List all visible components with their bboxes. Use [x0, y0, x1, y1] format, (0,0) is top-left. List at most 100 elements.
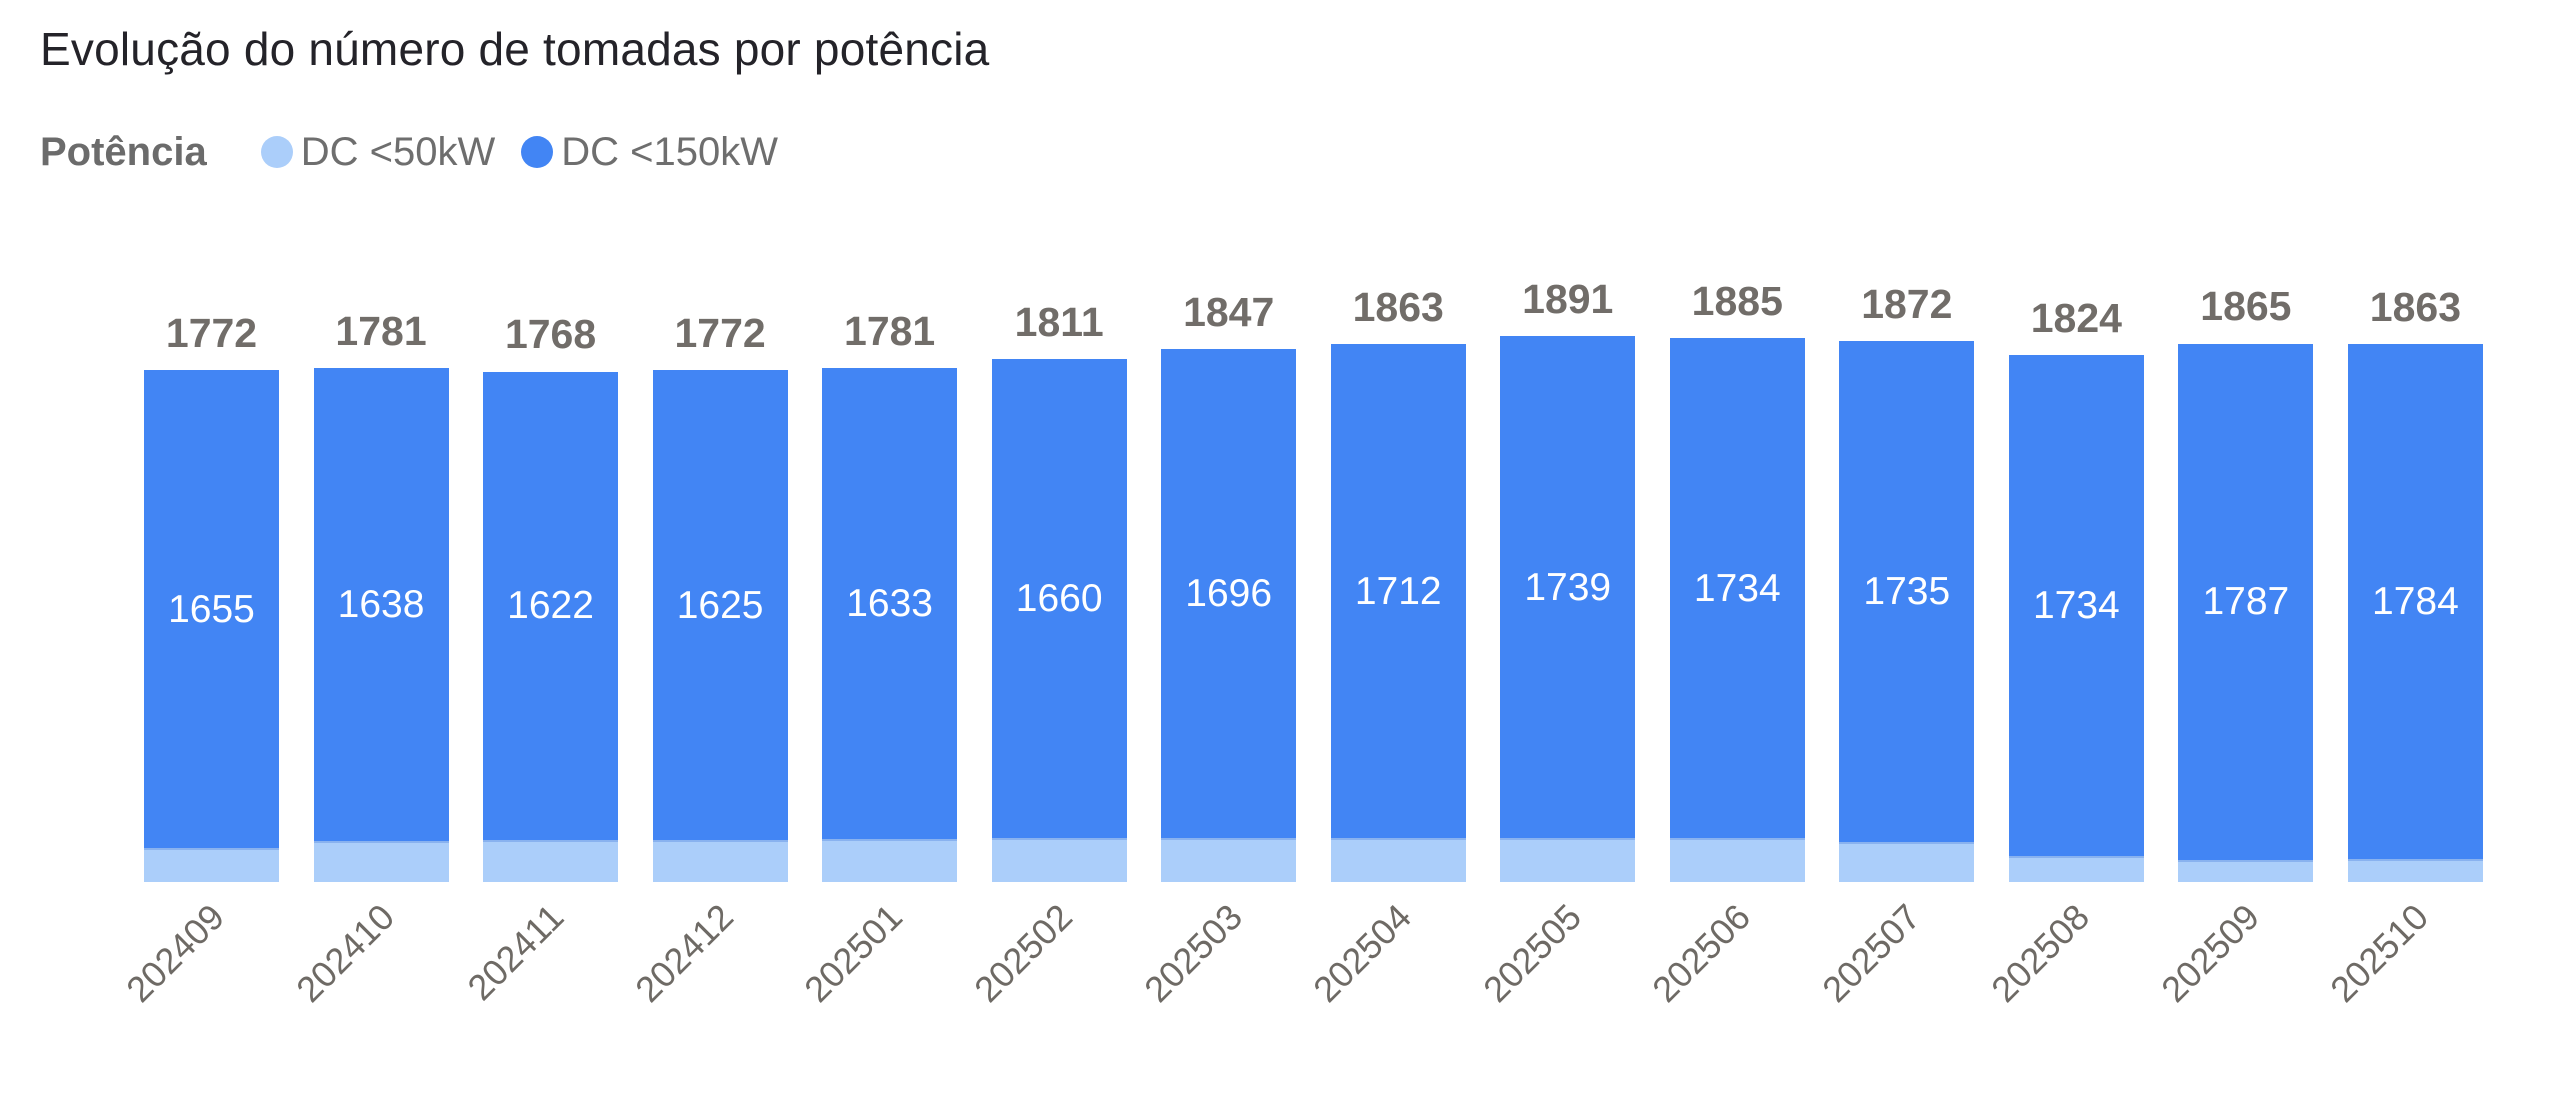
- segment-dc-50kw[interactable]: [2347, 859, 2483, 882]
- legend-item-label: DC <50kW: [300, 129, 496, 174]
- x-axis-tick-label: 202409: [118, 896, 233, 1010]
- segment-dc-150kw[interactable]: 1734: [1669, 337, 1805, 839]
- bar-inner-value-label: 1735: [1863, 570, 1951, 614]
- segment-dc-50kw[interactable]: [483, 839, 619, 882]
- bar-stack: 1712: [1330, 344, 1466, 882]
- x-axis-tick-label: 202506: [1644, 896, 1759, 1010]
- x-axis-tick-label: 202503: [1135, 896, 1250, 1010]
- segment-dc-150kw[interactable]: 1784: [2347, 344, 2483, 860]
- legend-title: Potência: [40, 129, 207, 174]
- bar-total-label: 1768: [504, 311, 597, 358]
- bar-total-label: 1863: [2369, 284, 2462, 331]
- segment-dc-50kw[interactable]: [1330, 838, 1466, 882]
- x-axis-tick-label: 202510: [2322, 896, 2437, 1010]
- bar-inner-value-label: 1696: [1185, 572, 1273, 616]
- bar-total-label: 1863: [1352, 284, 1444, 331]
- x-axis-tick-label: 202502: [966, 896, 1081, 1010]
- bar-202508[interactable]: 1824 1734 202508: [1983, 296, 2144, 1010]
- bar-inner-value-label: 1734: [1693, 566, 1781, 610]
- bar-stack: 1784: [2347, 344, 2483, 882]
- x-axis-tick-label: 202507: [1813, 896, 1928, 1010]
- bar-inner-value-label: 1787: [2202, 580, 2290, 623]
- bar-stack: 1696: [1161, 348, 1297, 882]
- bar-inner-value-label: 1734: [2032, 584, 2120, 628]
- bar-total-label: 1872: [1861, 281, 1953, 328]
- segment-dc-50kw[interactable]: [1500, 838, 1636, 882]
- segment-dc-150kw[interactable]: 1739: [1500, 336, 1636, 839]
- segment-dc-50kw[interactable]: [1839, 842, 1975, 882]
- bar-inner-value-label: 1784: [2372, 580, 2459, 624]
- bar-202506[interactable]: 1885 1734 202506: [1644, 278, 1805, 1010]
- segment-dc-150kw[interactable]: 1638: [313, 367, 449, 841]
- legend-item-label: DC <150kW: [561, 129, 778, 174]
- bar-total-label: 1885: [1691, 277, 1783, 324]
- bar-total-label: 1891: [1522, 275, 1614, 322]
- segment-dc-150kw[interactable]: 1625: [652, 370, 788, 840]
- bar-total-label: 1781: [335, 307, 427, 354]
- bar-stack: 1734: [1669, 337, 1805, 882]
- x-axis-tick-label: 202504: [1305, 896, 1420, 1010]
- bar-inner-value-label: 1739: [1524, 565, 1612, 609]
- bar-202409[interactable]: 1772 1655 202409: [119, 311, 279, 1010]
- bar-total-label: 1772: [674, 310, 766, 357]
- x-axis-tick-label: 202509: [2152, 896, 2267, 1010]
- legend-item-dc-50kw[interactable]: DC <50kW: [260, 129, 496, 175]
- bar-202507[interactable]: 1872 1735 202507: [1814, 282, 1975, 1010]
- legend-swatch-icon: [260, 136, 293, 168]
- bar-inner-value-label: 1712: [1354, 569, 1442, 613]
- bar-202509[interactable]: 1865 1787 202509: [2153, 284, 2314, 1010]
- x-axis-tick-label: 202505: [1474, 896, 1589, 1010]
- bar-stack: 1625: [652, 370, 788, 882]
- bar-stack: 1734: [2008, 355, 2144, 882]
- segment-dc-50kw[interactable]: [1669, 838, 1805, 882]
- bar-total-label: 1847: [1183, 288, 1275, 335]
- segment-dc-150kw[interactable]: 1655: [144, 370, 279, 849]
- bar-202505[interactable]: 1891 1739 202505: [1475, 276, 1636, 1010]
- bar-202510[interactable]: 1863 1784 202510: [2322, 284, 2483, 1010]
- bar-202502[interactable]: 1811 1660 202502: [966, 299, 1127, 1010]
- segment-dc-50kw[interactable]: [822, 839, 958, 882]
- segment-dc-150kw[interactable]: 1735: [1839, 341, 1975, 843]
- bar-stack: 1735: [1839, 341, 1975, 882]
- x-axis-tick-label: 202412: [627, 896, 742, 1010]
- bar-inner-value-label: 1655: [168, 587, 255, 631]
- bar-stack: 1638: [313, 367, 449, 882]
- segment-dc-50kw[interactable]: [313, 840, 449, 882]
- bar-202501[interactable]: 1781 1633 202501: [797, 308, 958, 1010]
- segment-dc-50kw[interactable]: [144, 848, 279, 882]
- segment-dc-150kw[interactable]: 1712: [1330, 344, 1466, 839]
- bar-stack: 1655: [144, 370, 279, 882]
- x-axis-tick-label: 202501: [796, 896, 911, 1010]
- bar-stack: 1739: [1500, 336, 1636, 882]
- bar-stack: 1660: [991, 359, 1127, 882]
- segment-dc-150kw[interactable]: 1660: [991, 359, 1127, 839]
- bar-total-label: 1772: [165, 310, 258, 357]
- bar-inner-value-label: 1660: [1015, 577, 1103, 621]
- segment-dc-50kw[interactable]: [2178, 859, 2314, 882]
- legend: Potência DC <50kW DC <150kW: [40, 126, 778, 178]
- bar-inner-value-label: 1638: [337, 582, 425, 626]
- segment-dc-50kw[interactable]: [1161, 838, 1297, 882]
- legend-swatch-icon: [521, 136, 554, 168]
- segment-dc-50kw[interactable]: [991, 838, 1127, 882]
- segment-dc-50kw[interactable]: [652, 839, 788, 882]
- bar-plot-area: 1772 1655 202409 1781 1638 202410 1768 1622 2024…: [119, 276, 2483, 1010]
- segment-dc-50kw[interactable]: [2008, 856, 2144, 882]
- bar-202503[interactable]: 1847 1696 202503: [1136, 289, 1297, 1010]
- legend-item-dc-150kw[interactable]: DC <150kW: [521, 130, 778, 175]
- bar-202412[interactable]: 1772 1625 202412: [627, 311, 788, 1010]
- segment-dc-150kw[interactable]: 1696: [1161, 348, 1297, 839]
- bar-202411[interactable]: 1768 1622 202411: [459, 312, 619, 1008]
- segment-dc-150kw[interactable]: 1734: [2008, 355, 2144, 856]
- bar-202504[interactable]: 1863 1712 202504: [1305, 284, 1466, 1010]
- segment-dc-150kw[interactable]: 1633: [822, 367, 958, 840]
- bar-inner-value-label: 1625: [676, 583, 764, 627]
- bar-total-label: 1811: [1014, 299, 1104, 346]
- bar-stack: 1633: [822, 367, 958, 882]
- segment-dc-150kw[interactable]: 1622: [483, 371, 619, 840]
- segment-dc-150kw[interactable]: 1787: [2178, 343, 2314, 860]
- bar-stack: 1622: [483, 371, 619, 882]
- bar-total-label: 1824: [2030, 295, 2122, 342]
- bar-202410[interactable]: 1781 1638 202410: [288, 308, 449, 1010]
